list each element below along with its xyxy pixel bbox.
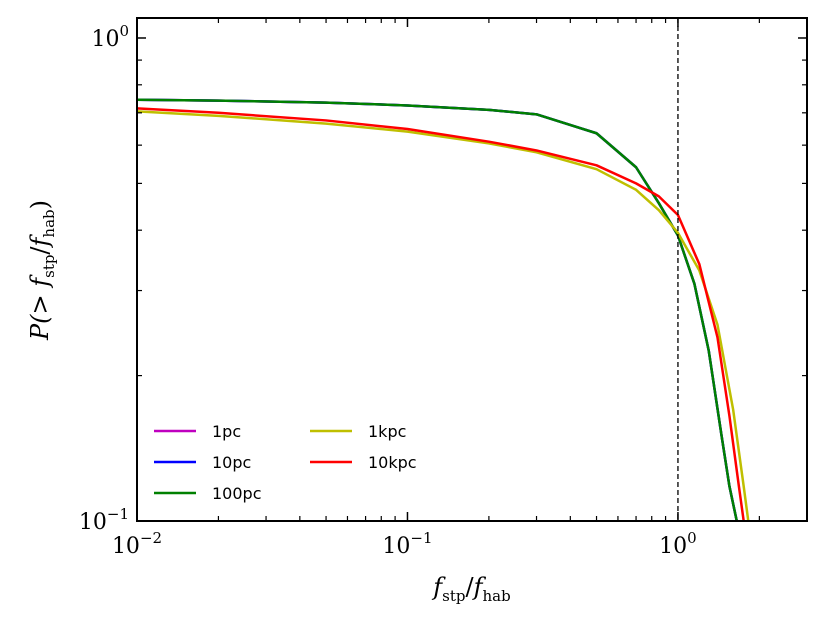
legend: 1pc 10pc 100pc 1kpc 10kpc <box>154 422 417 503</box>
x-tick-label-0: 10−2 <box>112 529 162 559</box>
x-tick-label-2: 100 <box>659 529 697 559</box>
plot-area <box>137 18 807 521</box>
x-axis-label: fstp/fhab <box>431 573 510 605</box>
y-label-suffix: ) <box>26 200 54 209</box>
legend-label-1kpc: 1kpc <box>368 422 406 441</box>
x-label-sub2: hab <box>482 587 510 605</box>
plot-frame <box>136 17 808 522</box>
y-tick-label-0: 10−1 <box>79 505 129 535</box>
x-label-sub1: stp <box>442 587 465 605</box>
y-label-sub1: stp <box>40 255 58 278</box>
series-line-1kpc <box>137 110 750 521</box>
legend-label-1pc: 1pc <box>212 422 241 441</box>
y-axis-label: P(> fstp/fhab) <box>26 200 58 341</box>
y-tick-label-1: 100 <box>91 22 129 52</box>
legend-label-10pc: 10pc <box>212 453 251 472</box>
y-label-sub2: hab <box>40 209 58 237</box>
legend-label-10kpc: 10kpc <box>368 453 417 472</box>
x-tick-label-1: 10−1 <box>382 529 432 559</box>
x-label-sep: / <box>466 573 475 601</box>
legend-label-100pc: 100pc <box>212 484 262 503</box>
series-line-100pc <box>137 98 738 521</box>
y-label-prefix: P(> <box>26 287 54 341</box>
series-line-10kpc <box>137 107 745 521</box>
y-label-sep: / <box>26 246 54 255</box>
